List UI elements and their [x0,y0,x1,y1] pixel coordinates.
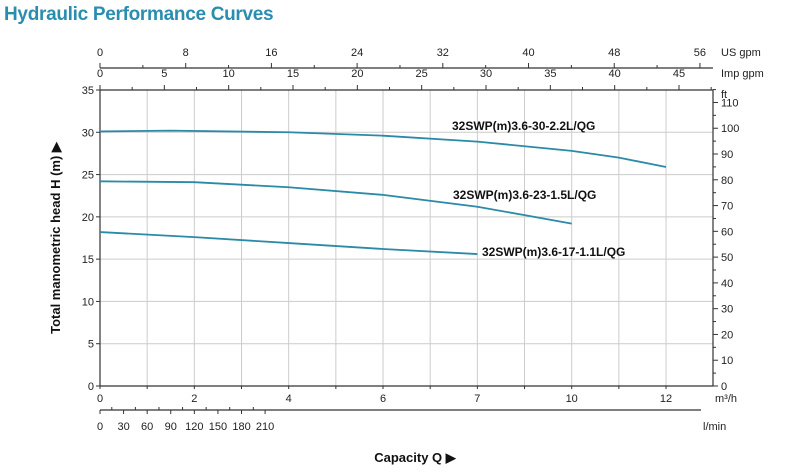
us-gpm-tick-label: 56 [694,47,706,59]
imp-gpm-tick-label: 5 [161,68,167,80]
ft-tick-label: 0 [721,381,727,393]
chart-title: Hydraulic Performance Curves [4,4,274,25]
y-tick-label: 30 [82,127,94,139]
ft-tick-label: 30 [721,304,733,316]
ft-tick-label: 70 [721,201,733,213]
ft-tick-label: 60 [721,226,733,238]
y-tick-label: 15 [82,254,94,266]
us-gpm-tick-label: 48 [608,47,620,59]
imp-gpm-tick-label: 0 [97,68,103,80]
lmin-tick-label: 180 [232,421,250,433]
performance-curve-3 [99,231,478,255]
ft-tick-label: 90 [721,149,733,161]
imp-gpm-tick-label: 25 [416,68,428,80]
curve-label-3: 32SWP(m)3.6-17-1.1L/QG [482,245,625,259]
x-tick-label: 0 [97,393,103,405]
m3h-unit-label: m³/h [715,393,737,405]
x-tick-label: 6 [380,393,386,405]
us-gpm-tick-label: 24 [351,47,363,59]
x-tick-label: 10 [566,393,578,405]
imp-gpm-tick-label: 10 [223,68,235,80]
us-gpm-tick-label: 0 [97,47,103,59]
lmin-tick-label: 120 [185,421,203,433]
imp-gpm-tick-label: 45 [673,68,685,80]
lmin-tick-label: 30 [117,421,129,433]
us-gpm-tick-label: 8 [183,47,189,59]
x-tick-label: 12 [660,393,672,405]
us-gpm-tick-label: 16 [265,47,277,59]
curve-label-1: 32SWP(m)3.6-30-2.2L/QG [452,119,595,133]
lmin-tick-label: 0 [97,421,103,433]
performance-curve-2 [99,180,572,225]
ft-tick-label: 20 [721,329,733,341]
x-tick-label: 2 [191,393,197,405]
y-tick-label: 0 [88,381,94,393]
ft-tick-label: 40 [721,278,733,290]
x-tick-label: 4 [286,393,292,405]
imp-gpm-tick-label: 15 [287,68,299,80]
ft-unit-label: ft [721,89,727,101]
us-gpm-tick-label: 40 [522,47,534,59]
imp-gpm-tick-label: 20 [351,68,363,80]
lmin-unit-label: l/min [703,421,726,433]
y-axis-label: Total manometric head H (m) ▶ [48,141,63,334]
imp-gpm-unit-label: Imp gpm [721,68,764,80]
y-tick-label: 20 [82,212,94,224]
us-gpm-tick-label: 32 [437,47,449,59]
ft-tick-label: 50 [721,252,733,264]
y-tick-label: 35 [82,85,94,97]
us-gpm-unit-label: US gpm [721,47,761,59]
imp-gpm-tick-label: 40 [609,68,621,80]
performance-curve-1 [99,129,667,168]
y-tick-label: 25 [82,170,94,182]
ft-tick-label: 10 [721,355,733,367]
imp-gpm-tick-label: 35 [544,68,556,80]
ft-tick-label: 100 [721,123,739,135]
x-axis-label: Capacity Q ▶ [374,450,457,465]
lmin-tick-label: 150 [209,421,227,433]
x-tick-label: 7 [474,393,480,405]
curve-label-2: 32SWP(m)3.6-23-1.5L/QG [453,188,596,202]
ft-tick-label: 110 [721,97,739,109]
y-tick-label: 5 [88,339,94,351]
lmin-tick-label: 90 [165,421,177,433]
ft-tick-label: 80 [721,175,733,187]
imp-gpm-tick-label: 30 [480,68,492,80]
lmin-tick-label: 210 [256,421,274,433]
y-tick-label: 10 [82,296,94,308]
lmin-tick-label: 60 [141,421,153,433]
